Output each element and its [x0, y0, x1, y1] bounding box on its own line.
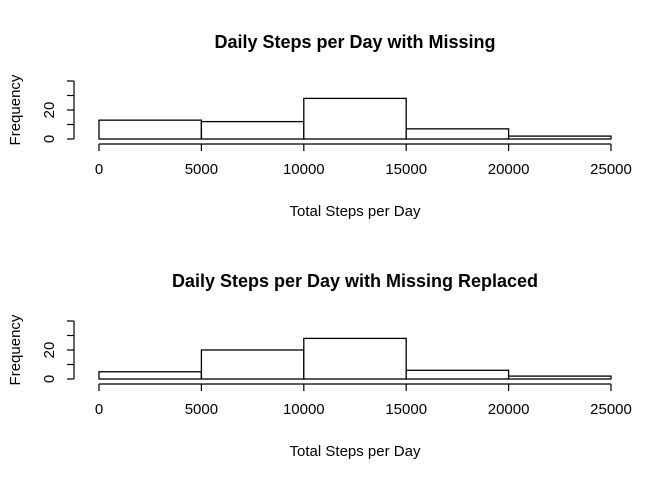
x-tick-label: 5000: [185, 161, 218, 178]
bar-1: [200, 120, 305, 140]
x-tick-label: 5000: [185, 401, 218, 418]
histogram-panel-missing-replaced: Daily Steps per Day with Missing Replace…: [7, 271, 632, 460]
y-axis: 0 20: [41, 80, 75, 143]
x-tick-label: 15000: [385, 161, 427, 178]
chart-title: Daily Steps per Day with Missing: [214, 32, 495, 52]
x-axis-label: Total Steps per Day: [290, 203, 421, 220]
x-tick-label: 25000: [590, 161, 632, 178]
bars: [98, 337, 612, 380]
x-tick-label: 15000: [385, 401, 427, 418]
y-axis-label: Frequency: [7, 74, 24, 145]
chart-title: Daily Steps per Day with Missing Replace…: [172, 271, 538, 291]
y-tick-label: 20: [41, 342, 58, 359]
x-tick-label: 0: [95, 401, 103, 418]
x-axis: 0 5000 10000 15000 20000 25000: [95, 383, 632, 418]
x-tick-label: 20000: [488, 401, 530, 418]
bar-4: [507, 135, 612, 140]
y-tick-label: 20: [41, 102, 58, 119]
y-axis-label: Frequency: [7, 314, 24, 385]
x-tick-label: 25000: [590, 401, 632, 418]
x-tick-label: 10000: [283, 401, 325, 418]
bar-3: [405, 128, 510, 140]
bar-4: [507, 375, 612, 380]
bar-2: [303, 337, 407, 380]
bar-2: [303, 97, 407, 140]
x-axis: 0 5000 10000 15000 20000 25000: [95, 143, 632, 178]
y-tick-label: 0: [41, 135, 58, 143]
bar-0: [98, 371, 203, 380]
bar-3: [405, 369, 510, 380]
y-tick-label: 0: [41, 375, 58, 383]
bars: [98, 97, 612, 140]
x-tick-label: 10000: [283, 161, 325, 178]
histogram-panel-missing: Daily Steps per Day with Missing Frequen…: [7, 32, 632, 220]
bar-1: [200, 349, 305, 380]
x-tick-label: 0: [95, 161, 103, 178]
x-axis-label: Total Steps per Day: [290, 443, 421, 460]
y-axis: 0 20: [41, 320, 75, 383]
bar-0: [98, 119, 203, 140]
x-tick-label: 20000: [488, 161, 530, 178]
